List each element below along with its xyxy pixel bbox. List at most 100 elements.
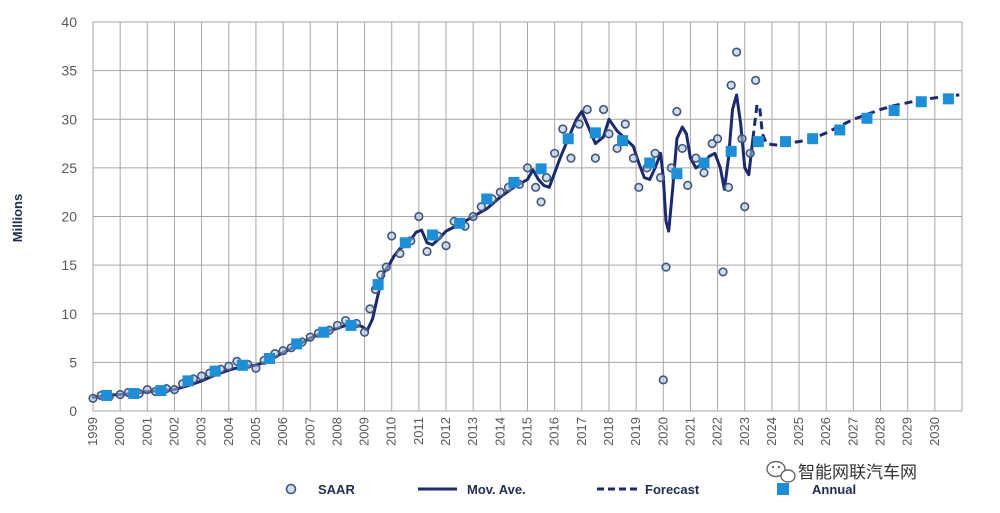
x-tick-label: 2019 [628,417,643,446]
x-tick-label: 1999 [85,417,100,446]
saar-point [441,241,451,251]
annual-marker [182,375,194,387]
x-tick-label: 2021 [682,417,697,446]
x-tick-label: 2005 [248,417,263,446]
annual-marker [426,229,438,241]
legend-saar-label: SAAR [318,482,355,497]
saar-point [531,182,541,192]
saar-point [658,375,668,385]
annual-marker [644,157,656,169]
saar-point [732,47,742,57]
saar-point [737,134,747,144]
annual-marker [834,124,846,136]
saar-point [88,393,98,403]
saar-point [723,182,734,192]
annual-marker [535,163,547,175]
saar-point [115,389,125,400]
annual-marker [236,359,248,371]
saar-point [574,119,584,129]
x-tick-label: 2006 [275,417,290,446]
annual-marker [508,176,520,188]
legend: SAAR Mov. Ave. Forecast Annual [285,482,856,497]
y-tick-label: 40 [61,14,77,30]
annual-marker [725,145,737,157]
saar-point [751,75,761,85]
annual-marker [888,104,900,116]
x-tick-label: 2003 [194,417,209,446]
x-tick-label: 2018 [601,417,616,446]
x-tick-label: 2022 [710,417,725,446]
wechat-icon [766,460,796,483]
saar-point [699,168,709,178]
x-tick-label: 2030 [927,417,942,446]
legend-mov-ave-label: Mov. Ave. [467,482,526,497]
saar-point [726,80,736,90]
x-tick-label: 2009 [357,417,372,446]
saar-point [536,197,546,207]
annual-marker [807,133,819,145]
saar-point [251,363,261,373]
saar-point [661,262,671,272]
y-tick-label: 30 [61,111,77,127]
legend-annual-label: Annual [812,482,856,497]
annual-marker [128,387,140,399]
saar-point [422,246,432,257]
y-tick-label: 10 [61,306,77,322]
y-axis-title: Millions [10,194,25,242]
saar-point [598,104,609,115]
watermark-text: 智能网联汽车网 [798,463,917,483]
annual-marker [915,96,927,108]
x-tick-label: 2028 [873,417,888,446]
saar-point [620,119,630,129]
saar-point [672,106,682,117]
x-tick-label: 2001 [139,417,154,446]
x-tick-label: 2027 [845,417,860,446]
y-tick-label: 15 [61,257,77,273]
saar-point [582,104,592,115]
saar-point [707,138,717,149]
y-tick-label: 20 [61,209,77,225]
y-tick-label: 35 [61,63,77,79]
annual-marker [399,237,411,249]
saar-point [278,346,288,356]
saar-point [359,327,370,337]
saar-point [604,129,614,139]
legend-forecast-label: Forecast [645,482,700,497]
saar-point [558,124,568,134]
saar-point [414,211,424,222]
annual-marker [155,385,167,397]
x-tick-label: 2015 [520,417,535,446]
annual-marker [372,279,384,291]
x-tick-label: 2024 [764,417,779,446]
x-tick-label: 2023 [737,417,752,446]
gridlines [92,21,963,412]
x-tick-label: 2025 [791,417,806,446]
saar-point [683,180,693,190]
y-tick-label: 0 [69,403,77,419]
annual-marker [589,127,601,139]
annual-marker [562,133,574,145]
x-tick-label: 2000 [112,417,127,446]
x-tick-label: 2013 [465,417,480,446]
x-tick-label: 2002 [166,417,181,446]
mov-ave-line [91,93,755,399]
saar-point [718,267,728,277]
saar-point [395,248,405,259]
annual-marker [454,217,466,229]
annual-marker [698,157,710,169]
saar-point [712,134,723,144]
x-tick-label: 2029 [900,417,915,446]
saar-point [169,385,180,395]
saar-point [541,173,552,183]
annual-marker [671,168,683,180]
x-tick-label: 2026 [818,417,833,446]
saar-point [745,148,755,158]
annual-marker [861,112,873,124]
annual-marker [291,338,303,350]
annual-marker [617,135,629,147]
watermark: 智能网联汽车网 [766,460,917,483]
saar-point [634,182,644,192]
